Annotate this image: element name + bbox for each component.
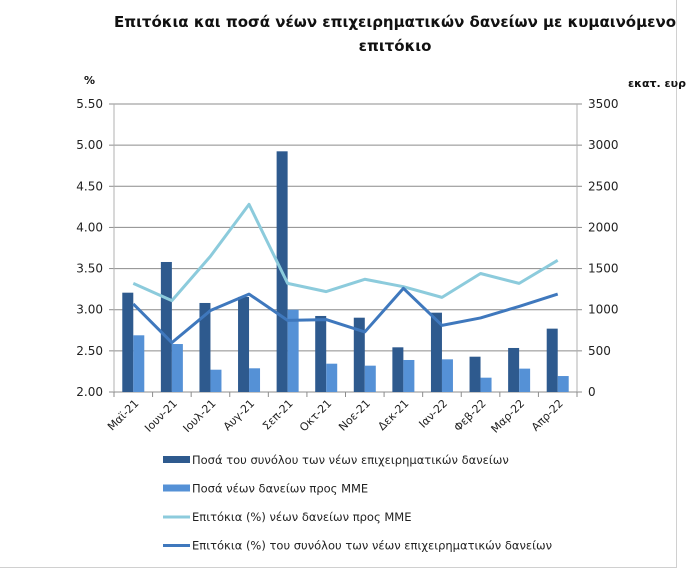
legend-label: Επιτόκια (%) νέων δανείων προς ΜΜΕ <box>192 510 411 524</box>
x-tick-label: Οκτ-21 <box>297 397 334 434</box>
left-tick-label: 5.00 <box>76 138 103 152</box>
bar-total <box>199 302 211 392</box>
bar-total <box>392 347 404 392</box>
bar-sme <box>441 359 453 392</box>
bar-sme <box>133 335 145 392</box>
right-tick-label: 3000 <box>588 138 619 152</box>
x-tick-label: Απρ-22 <box>529 397 566 434</box>
bar-sme <box>210 369 222 392</box>
left-tick-label: 3.50 <box>76 262 103 276</box>
left-tick-label: 3.00 <box>76 303 103 317</box>
x-tick-label: Σεπ-21 <box>260 397 296 433</box>
left-tick-label: 2.50 <box>76 344 103 358</box>
bar-sme <box>519 368 531 392</box>
bar-total <box>430 312 442 392</box>
bar-sme <box>171 344 183 392</box>
line-sme-rate <box>132 202 559 303</box>
bar-total <box>546 328 558 392</box>
legend-label: Επιτόκια (%) του συνόλου των νέων επιχει… <box>192 539 552 553</box>
x-tick-label: Αυγ-21 <box>221 397 257 433</box>
bar-total <box>238 296 250 392</box>
bar-sme <box>326 363 338 392</box>
right-tick-label: 3500 <box>588 97 619 111</box>
bar-sme <box>557 376 569 392</box>
left-tick-label: 2.00 <box>76 385 103 399</box>
bar-total <box>469 356 481 392</box>
x-tick-label: Ιουλ-21 <box>181 397 219 435</box>
bar-total <box>508 347 520 392</box>
x-tick-label: Ιαν-22 <box>416 397 450 431</box>
x-tick-label: Ιουν-21 <box>142 397 180 435</box>
bar-total <box>160 261 172 392</box>
left-tick-label: 4.00 <box>76 220 103 234</box>
chart-frame <box>0 0 677 568</box>
bar-sme <box>364 365 376 392</box>
x-tick-label: Νοε-21 <box>336 397 373 434</box>
bar-sme <box>480 377 492 392</box>
right-tick-label: 500 <box>588 344 611 358</box>
legend-label: Ποσά νέων δανείων προς ΜΜΕ <box>192 482 368 496</box>
right-axis-label: εκατ. ευρώ <box>628 77 686 90</box>
x-tick-label: Δεκ-21 <box>375 397 411 433</box>
right-tick-label: 2000 <box>588 220 619 234</box>
bar-sme <box>249 368 261 392</box>
right-tick-label: 1500 <box>588 262 619 276</box>
legend-swatch <box>163 484 190 492</box>
bar-total <box>315 315 327 392</box>
bar-total <box>122 292 134 392</box>
line-total-rate <box>132 286 559 345</box>
bar-sme <box>403 359 415 392</box>
right-tick-label: 1000 <box>588 303 619 317</box>
x-tick-label: Μαϊ-21 <box>105 397 141 433</box>
right-tick-label: 0 <box>588 385 596 399</box>
bar-total <box>353 317 365 392</box>
legend-swatch <box>163 456 190 463</box>
x-tick-label: Μαρ-22 <box>489 397 528 436</box>
bar-sme <box>287 309 299 392</box>
left-axis-label: % <box>84 74 95 87</box>
x-tick-label: Φεβ-22 <box>451 397 488 434</box>
legend-label: Ποσά του συνόλου των νέων επιχειρηματικώ… <box>192 453 509 467</box>
chart-title: Επιτόκια και ποσά νέων επιχειρηματικών δ… <box>113 13 677 55</box>
left-tick-label: 5.50 <box>76 97 103 111</box>
right-tick-label: 2500 <box>588 179 619 193</box>
left-tick-label: 4.50 <box>76 179 103 193</box>
